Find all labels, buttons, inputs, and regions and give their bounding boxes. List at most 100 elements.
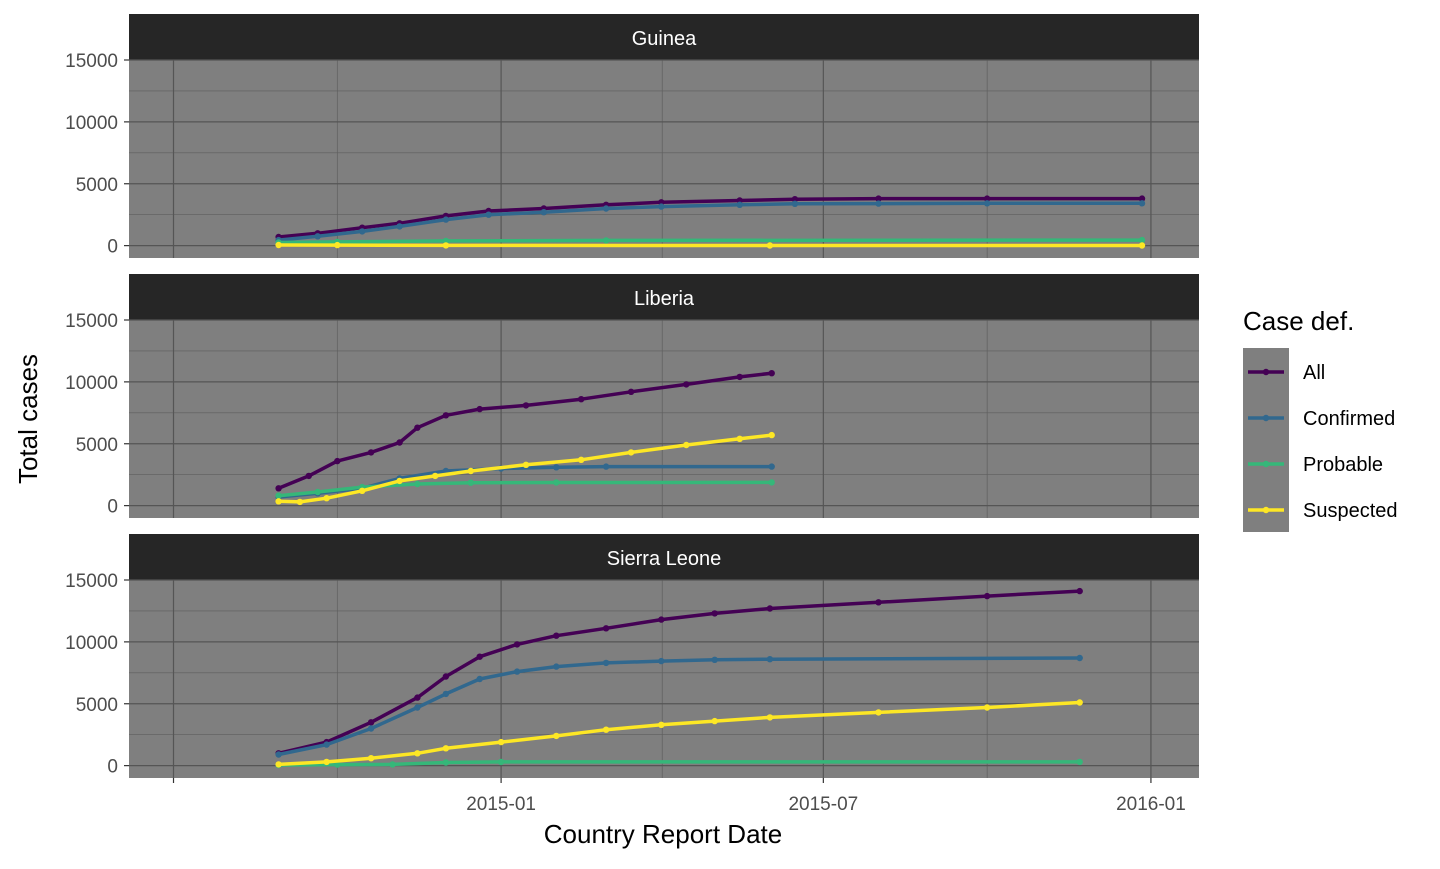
data-point <box>367 725 375 732</box>
data-point <box>476 405 483 413</box>
data-point <box>476 653 483 660</box>
x-tick-label: 2016-01 <box>1116 794 1186 815</box>
data-point <box>275 751 282 758</box>
data-point <box>540 209 547 216</box>
data-point <box>983 195 991 202</box>
data-point <box>875 599 882 606</box>
data-point <box>323 758 330 766</box>
y-tick-label: 10000 <box>65 373 118 394</box>
legend-item-all: All <box>1248 362 1325 384</box>
data-point <box>275 485 282 492</box>
data-point <box>768 463 775 470</box>
data-point <box>627 449 635 456</box>
data-point <box>476 675 483 683</box>
series-line <box>276 196 1144 239</box>
x-axis-title: Country Report Date <box>544 819 782 849</box>
data-point <box>602 463 610 470</box>
y-tick-label: 0 <box>107 757 118 778</box>
legend-item-confirmed: Confirmed <box>1248 408 1395 430</box>
data-point <box>442 216 450 223</box>
data-point <box>768 479 775 486</box>
series-confirmed <box>275 654 1083 758</box>
series-probable <box>275 479 775 499</box>
series-all <box>275 587 1083 757</box>
data-point <box>367 719 375 726</box>
data-point <box>875 195 882 202</box>
series-suspected <box>275 699 1083 768</box>
facet-guinea: Guinea 0 5000 10000 15000 <box>65 14 1199 258</box>
panel-background <box>129 60 1199 258</box>
y-tick-label: 0 <box>107 237 118 258</box>
data-point <box>497 738 505 746</box>
data-point <box>578 396 585 403</box>
data-point <box>414 424 421 431</box>
data-point <box>513 641 521 648</box>
series-line <box>276 201 1144 242</box>
data-point <box>711 610 718 617</box>
facet-title: Liberia <box>634 288 695 310</box>
facet-title: Guinea <box>632 28 697 50</box>
data-point <box>414 694 421 701</box>
data-point <box>658 203 665 210</box>
series-suspected <box>275 241 1146 249</box>
data-point <box>875 709 882 716</box>
data-point <box>314 233 321 240</box>
data-point <box>553 663 560 670</box>
data-point <box>275 241 282 249</box>
data-point <box>497 758 505 766</box>
data-point <box>627 388 635 395</box>
data-point <box>414 750 421 757</box>
data-point <box>1076 758 1083 766</box>
series-all <box>275 370 775 492</box>
legend: Case def. All Confirmed Probable Suspected <box>1243 306 1398 532</box>
data-point <box>396 477 403 485</box>
data-point <box>791 200 799 207</box>
data-point <box>359 487 366 494</box>
data-point <box>389 761 396 768</box>
legend-label: Suspected <box>1303 500 1398 522</box>
series-all <box>275 195 1146 241</box>
data-point <box>736 201 743 208</box>
legend-key-point <box>1262 460 1270 468</box>
series-line <box>276 243 1144 248</box>
data-point <box>711 717 718 725</box>
legend-key-point <box>1262 414 1270 422</box>
data-point <box>658 721 665 728</box>
data-point <box>983 704 991 711</box>
data-point <box>359 228 366 235</box>
y-tick-label: 0 <box>107 497 118 518</box>
y-tick-label: 5000 <box>76 695 118 716</box>
data-point <box>432 472 439 480</box>
data-point <box>467 479 474 486</box>
data-point <box>414 704 421 711</box>
data-point <box>442 412 450 419</box>
data-point <box>1138 200 1146 207</box>
facet-strip <box>129 274 1199 320</box>
data-point <box>711 656 718 663</box>
facet-strip <box>129 534 1199 580</box>
data-point <box>442 759 450 766</box>
data-point <box>442 237 450 245</box>
legend-item-probable: Probable <box>1248 454 1383 476</box>
data-point <box>983 200 991 207</box>
legend-label: Confirmed <box>1303 408 1395 430</box>
series-probable <box>275 236 1146 246</box>
data-point <box>485 211 492 218</box>
series-line <box>276 371 774 491</box>
series-line <box>276 700 1082 767</box>
data-point <box>275 498 282 505</box>
data-point <box>736 435 743 442</box>
data-point <box>522 402 530 409</box>
data-point <box>766 714 774 721</box>
data-point <box>396 439 403 446</box>
legend-label: All <box>1303 362 1325 384</box>
data-point <box>736 373 743 381</box>
data-point <box>367 449 375 456</box>
data-point <box>553 479 560 486</box>
data-point <box>513 668 521 675</box>
data-point <box>296 498 304 506</box>
y-tick-label: 15000 <box>65 51 118 72</box>
data-point <box>1138 242 1146 249</box>
data-point <box>602 625 610 632</box>
